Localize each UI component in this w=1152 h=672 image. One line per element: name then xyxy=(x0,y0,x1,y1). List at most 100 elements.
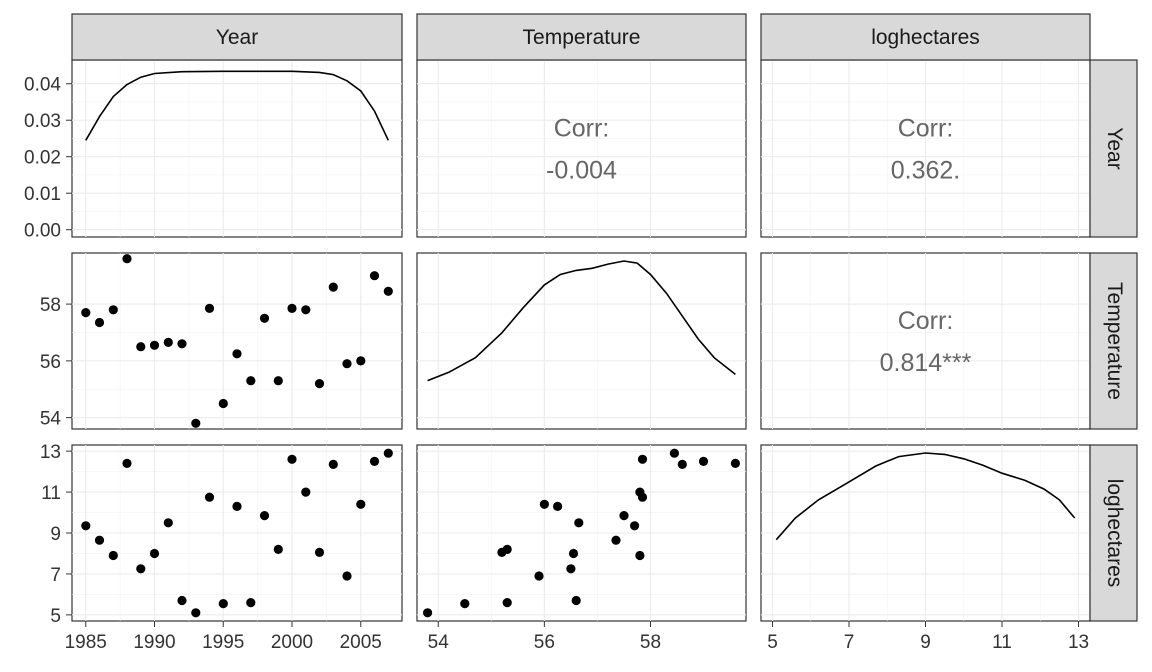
y-tick-label: 13 xyxy=(40,442,61,463)
panel-temperature-loghectares: Corr: 0.814*** xyxy=(760,252,1091,430)
y-tick-label: 7 xyxy=(50,565,61,586)
scatter-point xyxy=(460,599,470,609)
scatter-point xyxy=(259,313,270,323)
strip-right-temperature: Temperature xyxy=(1089,252,1138,430)
scatter-point xyxy=(630,521,640,531)
density-curve-temperature xyxy=(427,260,736,382)
y-tick-label: 0.00 xyxy=(24,221,61,242)
scatter-point xyxy=(635,550,645,561)
scatter-point xyxy=(136,342,146,352)
scatter-point xyxy=(191,418,201,428)
scatter-point xyxy=(383,286,393,296)
y-tick-label: 54 xyxy=(40,409,62,430)
panel-year-temperature: Corr: -0.004 xyxy=(416,59,747,238)
strip-label: Year xyxy=(216,26,258,49)
y-tick-label: 56 xyxy=(40,352,61,373)
strip-top-temperature: Temperature xyxy=(416,13,747,61)
scatter-point xyxy=(218,398,228,409)
scatter-point xyxy=(246,376,256,386)
scatter-point xyxy=(423,608,433,618)
strip-label: Temperature xyxy=(523,26,641,49)
scatter-point xyxy=(301,305,311,315)
x-axis-loghectares: 5 7 9 11 13 xyxy=(767,621,1089,653)
scatter-point xyxy=(574,518,584,528)
scatter-point xyxy=(637,454,648,464)
corr-value: 0.362. xyxy=(891,157,961,185)
panel-year-year xyxy=(71,59,403,238)
strip-background xyxy=(760,13,1091,61)
scatter-point xyxy=(273,544,283,555)
scatter-point xyxy=(730,458,741,468)
scatter-point xyxy=(369,456,380,466)
x-tick-label: 11 xyxy=(992,632,1012,653)
scatter-point xyxy=(108,550,118,561)
scatter-point xyxy=(342,359,352,369)
density-curve-year xyxy=(85,70,390,141)
density-curve-loghectares xyxy=(775,452,1076,541)
scatter-point xyxy=(204,303,215,313)
x-tick-label: 7 xyxy=(844,632,855,653)
x-axis-year: 1985 1990 1995 2000 2005 xyxy=(65,621,382,653)
y-axis-loghectares: 5 7 9 11 13 xyxy=(40,442,72,627)
corr-label: Corr: xyxy=(554,115,610,143)
scatter-point xyxy=(611,535,621,545)
x-tick-label: 54 xyxy=(428,632,450,653)
y-tick-label: 9 xyxy=(50,524,61,545)
x-tick-label: 13 xyxy=(1068,632,1089,653)
scatter-point xyxy=(259,510,270,521)
strip-label: loghectares xyxy=(871,26,980,49)
strip-background xyxy=(1089,59,1138,238)
scatter-point xyxy=(81,521,91,531)
strip-background xyxy=(1089,252,1138,430)
x-tick-label: 58 xyxy=(640,632,661,653)
corr-label: Corr: xyxy=(898,307,954,335)
x-tick-label: 1985 xyxy=(65,632,107,653)
scatter-point xyxy=(204,492,215,502)
scatter-point xyxy=(356,499,366,509)
x-tick-label: 5 xyxy=(767,632,778,653)
panel-loghectares-temperature xyxy=(416,444,747,622)
scatter-point xyxy=(273,376,283,386)
scatter-point xyxy=(94,317,105,328)
scatter-point xyxy=(566,564,576,574)
scatter-point xyxy=(246,598,256,608)
strip-label: Year xyxy=(1103,127,1126,169)
scatter-point xyxy=(635,487,645,497)
scatter-point xyxy=(328,459,338,469)
strip-background xyxy=(71,13,403,61)
x-tick-label: 56 xyxy=(534,632,555,653)
scatter-point xyxy=(149,548,160,559)
scatter-point xyxy=(383,448,393,458)
scatter-point xyxy=(369,271,380,281)
scatter-point xyxy=(539,499,550,509)
scatter-point xyxy=(534,571,544,581)
y-axis-year: 0.00 0.01 0.02 0.03 0.04 xyxy=(24,75,72,242)
scatter-point xyxy=(328,282,338,292)
scatter-point xyxy=(81,308,91,318)
scatter-point xyxy=(163,518,173,528)
strip-label: Temperature xyxy=(1103,282,1126,400)
scatter-point xyxy=(287,454,297,464)
scatter-point xyxy=(571,595,581,606)
y-tick-label: 11 xyxy=(41,483,61,504)
scatter-point xyxy=(619,510,629,521)
scatter-point xyxy=(301,487,311,497)
y-tick-label: 0.03 xyxy=(24,111,61,132)
y-tick-label: 58 xyxy=(40,295,61,316)
y-axis-temperature: 54 56 58 xyxy=(40,295,72,430)
scatter-point xyxy=(218,599,228,609)
panel-background xyxy=(416,59,747,238)
scatter-point xyxy=(314,379,325,389)
scatter-point xyxy=(677,459,687,469)
scatter-point xyxy=(568,548,579,559)
panel-loghectares-year xyxy=(71,444,403,622)
scatter-point xyxy=(177,595,187,606)
x-tick-label: 1990 xyxy=(133,632,175,653)
y-tick-label: 0.01 xyxy=(24,184,61,205)
x-tick-label: 2000 xyxy=(271,632,313,653)
panel-temperature-year xyxy=(71,252,403,430)
scatter-point xyxy=(497,547,507,558)
scatter-point xyxy=(177,339,187,349)
panel-temperature-temperature xyxy=(416,252,747,430)
